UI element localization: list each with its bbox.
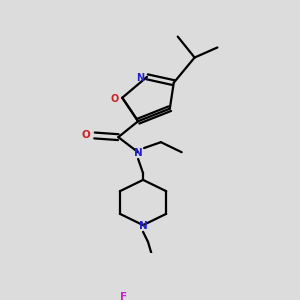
Text: O: O [110, 94, 118, 104]
Text: F: F [120, 292, 128, 300]
Text: N: N [134, 148, 142, 158]
Text: N: N [136, 74, 144, 83]
Text: N: N [139, 221, 147, 231]
Text: O: O [81, 130, 90, 140]
